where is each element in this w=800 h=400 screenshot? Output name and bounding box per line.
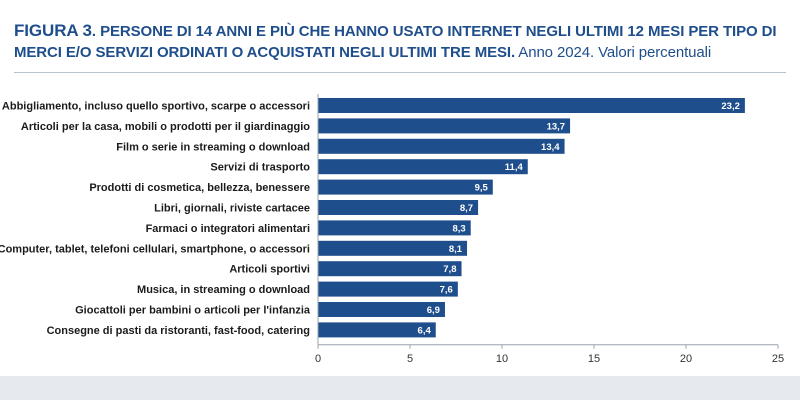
data-label: 8,7 bbox=[460, 203, 473, 214]
bars bbox=[318, 98, 745, 338]
category-label: Articoli per la casa, mobili o prodotti … bbox=[21, 121, 310, 133]
category-label: Libri, giornali, riviste cartacee bbox=[154, 203, 310, 215]
data-label: 6,9 bbox=[427, 305, 440, 316]
bar bbox=[318, 261, 462, 277]
x-tick-label: 5 bbox=[407, 353, 413, 365]
category-label: Giocattoli per bambini o articoli per l'… bbox=[75, 305, 311, 317]
data-label: 11,4 bbox=[505, 162, 524, 173]
category-label: Prodotti di cosmetica, bellezza, benesse… bbox=[89, 182, 310, 194]
bar bbox=[318, 200, 479, 215]
bar bbox=[318, 179, 493, 195]
data-label: 13,4 bbox=[541, 142, 560, 153]
data-label: 7,6 bbox=[440, 285, 453, 296]
title-divider bbox=[14, 72, 786, 73]
category-label: Articoli sportivi bbox=[229, 264, 310, 276]
category-label: Servizi di trasporto bbox=[210, 162, 310, 174]
bar bbox=[318, 220, 471, 236]
data-label: 7,8 bbox=[443, 264, 456, 275]
x-tick-label: 10 bbox=[496, 353, 508, 365]
bar bbox=[318, 98, 745, 113]
bar bbox=[318, 240, 468, 256]
x-tick-label: 0 bbox=[315, 353, 321, 365]
bar bbox=[318, 138, 565, 154]
figure-label: FIGURA 3 bbox=[14, 21, 92, 40]
category-label: Farmaci o integratori alimentari bbox=[146, 223, 310, 235]
category-label: Musica, in streaming o download bbox=[137, 284, 310, 296]
chart-title: FIGURA 3. PERSONE DI 14 ANNI E PIÙ CHE H… bbox=[14, 20, 786, 63]
bar bbox=[318, 159, 528, 175]
data-label: 9,5 bbox=[475, 183, 489, 194]
category-labels: Abbigliamento, incluso quello sportivo, … bbox=[0, 101, 311, 337]
data-label: 13,7 bbox=[547, 121, 566, 132]
x-tick-label: 15 bbox=[588, 353, 600, 365]
chart-card: FIGURA 3. PERSONE DI 14 ANNI E PIÙ CHE H… bbox=[0, 0, 800, 376]
data-label: 8,1 bbox=[449, 244, 463, 255]
bar bbox=[318, 322, 436, 338]
x-tick-label: 20 bbox=[680, 353, 692, 365]
x-tick-label: 25 bbox=[772, 353, 784, 365]
data-label: 23,2 bbox=[721, 101, 740, 112]
subtitle-text: Anno 2024. Valori percentuali bbox=[518, 44, 712, 61]
title-text: PERSONE DI 14 ANNI E PIÙ CHE HANNO USATO… bbox=[14, 23, 777, 61]
category-label: Consegne di pasti da ristoranti, fast-fo… bbox=[47, 325, 310, 337]
data-label: 8,3 bbox=[453, 223, 466, 234]
bar bbox=[318, 302, 445, 317]
value-labels: 23,2 13,7 13,4 11,4 9,58,7 8,3 8,1 7,8 7,66,9 6,4 bbox=[418, 101, 740, 336]
title-separator: . bbox=[91, 23, 96, 40]
bar bbox=[318, 118, 571, 134]
bar bbox=[318, 281, 458, 297]
x-axis: 0 5 10 15 20 25 bbox=[315, 94, 784, 365]
data-label: 6,4 bbox=[418, 325, 432, 336]
category-label: Film o serie in streaming o download bbox=[116, 141, 310, 153]
bar-chart: Abbigliamento, incluso quello sportivo, … bbox=[0, 94, 784, 365]
category-label: Computer, tablet, telefoni cellulari, sm… bbox=[0, 243, 310, 255]
category-label: Abbigliamento, incluso quello sportivo, … bbox=[2, 101, 310, 113]
